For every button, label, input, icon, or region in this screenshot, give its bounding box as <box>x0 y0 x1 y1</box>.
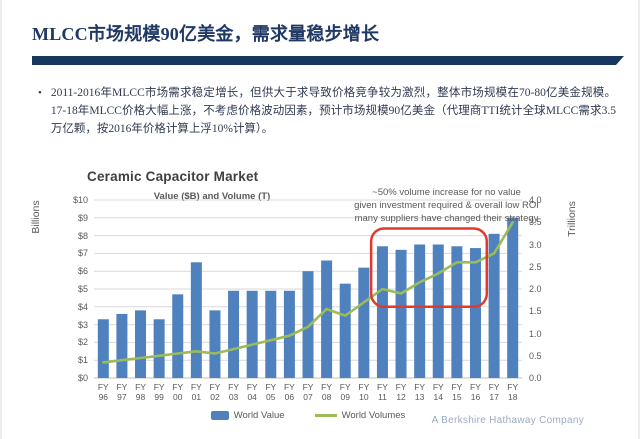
chart-legend: World Value World Volumes <box>94 410 522 421</box>
y-left-tick: $0 <box>77 373 88 383</box>
summary-paragraph: • 2011-2016年MLCC市场需求稳定增长，但供大于求导致价格竞争较为激烈… <box>38 84 616 138</box>
y-left-tick: $3 <box>77 319 88 330</box>
bar-fy-17 <box>488 233 500 378</box>
y-left-tick: $2 <box>77 337 88 348</box>
bar-fy-05 <box>265 290 277 378</box>
bar-fy-01 <box>190 262 202 378</box>
world-volumes-line <box>102 220 515 364</box>
y-right-tick: 0.5 <box>529 350 542 361</box>
bar-fy-96 <box>97 319 109 378</box>
footer-brand-text: A Berkshire Hathaway Company <box>431 415 584 426</box>
x-tick-label: FY 03 <box>228 382 239 402</box>
x-tick-label: FY 97 <box>116 382 128 402</box>
x-tick-label: FY 18 <box>507 382 519 402</box>
bar-fy-16 <box>469 248 481 378</box>
x-tick-label: FY 99 <box>153 382 165 402</box>
bar-fy-99 <box>153 319 165 378</box>
bar-fy-13 <box>414 244 426 378</box>
annotation-line-1: ~50% volume increase for no value <box>372 187 521 198</box>
left-axis-unit-label: Billions <box>30 200 42 234</box>
world-volumes-swatch-icon <box>314 414 337 417</box>
x-tick-label: FY 16 <box>470 382 481 402</box>
legend-item-world-value: World Value <box>210 410 285 421</box>
x-tick-label: FY 13 <box>414 382 426 402</box>
x-tick-label: FY 06 <box>283 382 295 402</box>
page-title: MLCC市场规模90亿美金，需求量稳步增长 <box>32 24 380 44</box>
y-right-tick: 2.5 <box>529 261 542 272</box>
bar-fy-02 <box>209 310 221 378</box>
bar-fy-12 <box>395 249 407 378</box>
x-tick-label: FY 08 <box>321 382 333 402</box>
x-tick-label: FY 09 <box>339 382 351 402</box>
bar-fy-08 <box>321 260 333 378</box>
y-left-tick: $5 <box>77 284 88 294</box>
legend-label-world-volumes: World Volumes <box>341 410 406 421</box>
x-tick-label: FY 10 <box>358 382 370 402</box>
x-tick-label: FY 00 <box>172 382 184 402</box>
bar-fy-00 <box>172 294 184 378</box>
x-tick-label: FY 96 <box>97 382 109 402</box>
summary-text: 2011-2016年MLCC市场需求稳定增长，但供大于求导致价格竞争较为激烈，整… <box>50 87 616 135</box>
highlight-box <box>369 227 489 309</box>
y-right-tick: 4.0 <box>529 195 542 205</box>
bar-fy-03 <box>228 290 240 378</box>
bar-fy-10 <box>358 267 370 378</box>
x-tick-label: FY 15 <box>451 382 463 402</box>
bar-fy-15 <box>451 246 463 378</box>
bar-fy-04 <box>246 290 258 378</box>
title-underline-bar <box>32 56 624 65</box>
x-tick-label: FY 98 <box>135 382 146 402</box>
bullet-icon: • <box>38 87 42 99</box>
bar-fy-07 <box>302 271 314 378</box>
y-right-tick: 0.0 <box>529 373 542 383</box>
chart-plot-area <box>94 199 522 379</box>
bar-fy-09 <box>339 283 351 378</box>
x-tick-label: FY 04 <box>246 382 258 402</box>
y-left-tick: $6 <box>77 266 88 277</box>
x-tick-label: FY 07 <box>302 382 314 402</box>
y-left-tick: $8 <box>77 230 88 241</box>
chart-title: Ceramic Capacitor Market <box>87 169 259 184</box>
y-right-tick: 2.0 <box>529 284 542 294</box>
bar-fy-11 <box>376 246 388 378</box>
x-tick-label: FY 17 <box>488 382 500 402</box>
x-tick-label: FY 05 <box>265 382 277 402</box>
y-right-tick: 1.5 <box>529 306 542 317</box>
y-right-tick: 1.0 <box>529 328 542 339</box>
y-left-tick: $1 <box>77 355 88 366</box>
y-left-tick: $10 <box>72 195 88 205</box>
world-value-swatch-icon <box>210 411 229 420</box>
bar-fy-97 <box>116 313 128 378</box>
y-right-tick: 3.5 <box>529 217 542 228</box>
annotation-line-3: many suppliers have changed their strate… <box>354 213 539 224</box>
y-left-tick: $7 <box>77 248 88 259</box>
bar-fy-14 <box>432 244 444 378</box>
y-left-tick: $9 <box>77 212 88 223</box>
y-left-tick: $4 <box>77 301 88 312</box>
chart-subtitle: Value ($B) and Volume (T) <box>153 191 271 202</box>
legend-item-world-volumes: World Volumes <box>314 410 406 421</box>
x-tick-label: FY 11 <box>377 382 388 402</box>
bar-fy-98 <box>135 310 147 378</box>
y-right-tick: 3.0 <box>529 239 542 250</box>
bar-fy-18 <box>507 217 519 378</box>
legend-label-world-value: World Value <box>233 410 285 421</box>
x-tick-label: FY 14 <box>432 382 444 402</box>
annotation-line-2: given investment required & overall low … <box>354 200 539 211</box>
x-tick-label: FY 01 <box>190 382 202 402</box>
x-tick-label: FY 12 <box>395 382 407 402</box>
chart-annotation: ~50% volume increase for no value given … <box>324 186 569 225</box>
x-axis-labels: FY 96 FY 97 FY 98 FY 99 FY 00 FY 01 FY 02 FY 03 FY 04 FY 05… <box>94 382 522 402</box>
x-tick-label: FY 02 <box>209 382 221 402</box>
